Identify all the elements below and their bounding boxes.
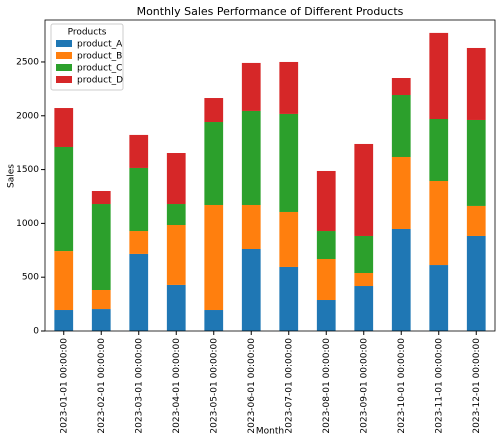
bar-segment [241,110,261,205]
bar-segment [429,180,449,266]
bar-segment [391,228,411,331]
bar-segment [166,284,186,331]
bar-segment [241,204,261,249]
x-axis-label: Month [256,427,284,437]
bar-segment [316,170,336,232]
x-tick-label: 2023-05-01 00:00:00 [209,338,219,434]
bar-segment [279,113,299,212]
bar-segment [391,78,411,96]
bar-segment [166,204,186,226]
bar-segment [354,286,374,331]
bar-segment [354,143,374,236]
x-tick-label: 2023-01-01 00:00:00 [59,338,69,434]
y-tick-label: 1000 [16,219,39,229]
bar-segment [91,309,111,331]
x-tick-label: 2023-09-01 00:00:00 [359,338,369,434]
bar-segment [54,108,74,147]
x-tick-label: 2023-02-01 00:00:00 [97,338,107,434]
bar-segment [54,310,74,331]
x-tick-label: 2023-07-01 00:00:00 [284,338,294,434]
x-tick-label: 2023-12-01 00:00:00 [472,338,482,434]
bar-segment [279,211,299,267]
legend-swatch [56,40,72,47]
bar-segment [466,119,486,206]
bar-segment [204,122,224,205]
bar-segment [279,61,299,114]
y-tick-label: 2500 [16,57,39,67]
bar-segment [204,204,224,311]
y-tick-label: 1500 [16,165,39,175]
x-tick-label: 2023-08-01 00:00:00 [322,338,332,434]
bar-segment [429,265,449,331]
chart-title: Monthly Sales Performance of Different P… [137,5,404,18]
x-tick-label: 2023-06-01 00:00:00 [247,338,257,434]
bar-segment [204,98,224,123]
bar-segment [91,289,111,310]
bar-segment [429,32,449,120]
bar-segment [129,231,149,254]
bar-segment [241,248,261,331]
bar-segment [129,134,149,168]
bar-segment [466,235,486,331]
bar-segment [91,204,111,290]
y-tick-label: 500 [22,273,39,283]
bar-segment [129,167,149,232]
legend-swatch [56,64,72,71]
bar-segment [466,205,486,236]
bar-segment [391,95,411,157]
legend-label: product_D [77,76,123,86]
x-tick-label: 2023-11-01 00:00:00 [434,338,444,434]
x-tick-label: 2023-10-01 00:00:00 [397,338,407,434]
bar-segment [91,190,111,205]
x-tick-label: 2023-04-01 00:00:00 [172,338,182,434]
x-tick-label: 2023-03-01 00:00:00 [134,338,144,434]
bar-segment [166,153,186,205]
bar-segment [279,266,299,331]
legend-swatch [56,52,72,59]
bar-segment [316,231,336,260]
bar-segment [354,272,374,287]
bar-segment [466,47,486,120]
bar-segment [316,300,336,331]
bar-segment [54,146,74,252]
legend-label: product_B [77,52,122,62]
bar-segment [166,225,186,285]
bar-segment [241,62,261,111]
bar-segment [429,119,449,181]
plot-frame [44,19,496,332]
legend-swatch [56,76,72,83]
legend-title: Products [68,28,107,38]
bar-segment [54,251,74,311]
legend-label: product_A [77,40,123,50]
bar-segment [391,156,411,229]
y-axis-label: Sales [7,164,17,188]
bar-segment [129,253,149,331]
bar-segment [354,235,374,273]
legend-label: product_C [77,64,122,74]
bar-segment [204,310,224,331]
y-tick-label: 0 [33,327,39,337]
y-tick-label: 2000 [16,111,39,121]
bar-segment [316,259,336,301]
